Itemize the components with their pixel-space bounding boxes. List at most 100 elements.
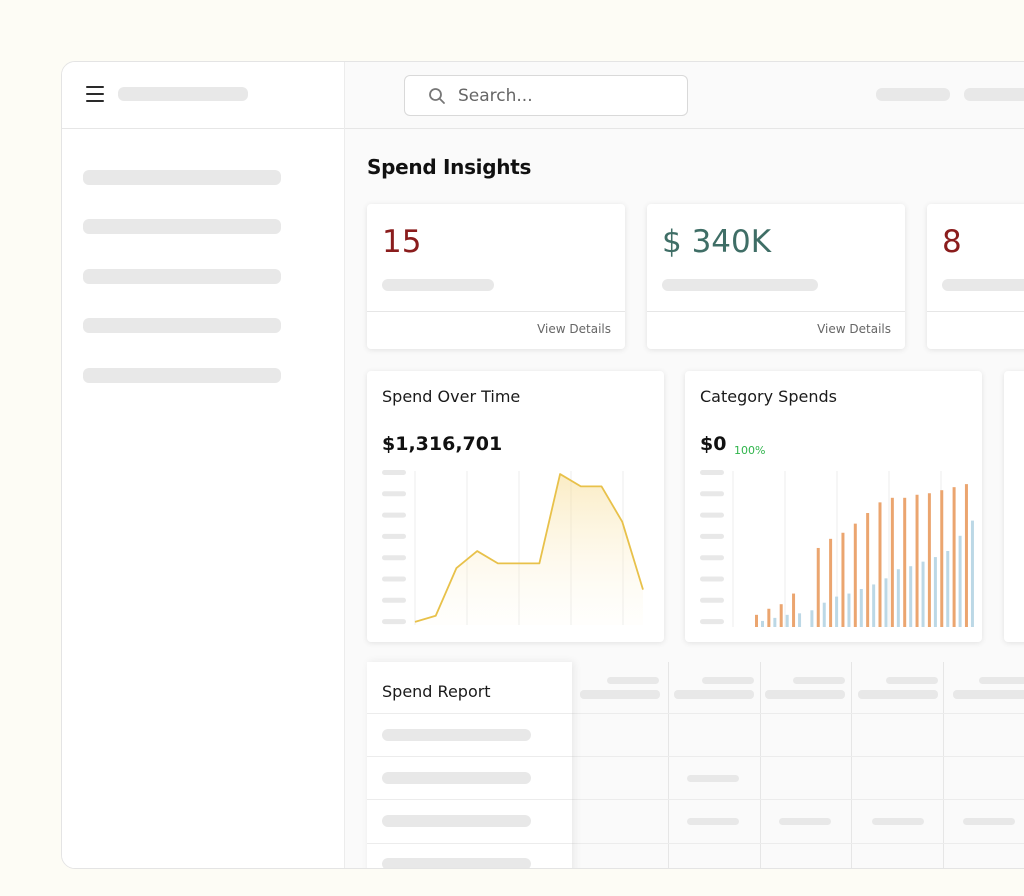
stat-footer: View Details xyxy=(367,311,625,349)
stat-label-placeholder xyxy=(382,279,494,291)
bar-orange xyxy=(927,493,931,627)
view-details-link[interactable]: View Details xyxy=(537,322,611,336)
bar-orange xyxy=(878,502,882,627)
col-divider xyxy=(851,662,852,868)
y-tick-placeholder xyxy=(382,576,406,582)
bar-blue xyxy=(835,596,839,627)
bar-blue xyxy=(946,551,950,627)
chart-total: $1,316,701 xyxy=(382,433,503,455)
row-label-placeholder xyxy=(382,858,531,868)
cell-placeholder xyxy=(687,818,739,825)
third-chart-card xyxy=(1004,371,1024,642)
cell-placeholder xyxy=(963,818,1015,825)
series-line xyxy=(414,473,644,623)
row-divider xyxy=(572,843,1024,844)
y-tick-placeholder xyxy=(700,470,724,475)
bar-blue xyxy=(847,593,851,627)
bar-blue xyxy=(872,584,876,627)
bar-orange xyxy=(952,487,956,627)
header-placeholder xyxy=(765,690,845,699)
bar-orange xyxy=(964,484,968,627)
header-placeholder xyxy=(607,677,659,684)
main-content: Spend Insights 15 View Details $ 340K Vi… xyxy=(345,62,1024,868)
search-icon xyxy=(429,87,445,104)
bar-blue xyxy=(761,620,764,627)
topbar-placeholder-1[interactable] xyxy=(876,88,950,101)
topbar xyxy=(345,62,1024,129)
row-divider xyxy=(572,756,1024,757)
spend-over-time-chart xyxy=(382,470,644,625)
col-divider xyxy=(943,662,944,868)
header-placeholder xyxy=(674,690,754,699)
bar-orange xyxy=(841,532,845,627)
report-title: Spend Report xyxy=(382,682,491,701)
bar-orange xyxy=(767,608,771,627)
bar-orange xyxy=(890,497,894,627)
spend-over-time-card: Spend Over Time $1,316,701 xyxy=(367,371,664,642)
bar-blue xyxy=(822,602,826,627)
sidebar-item-4[interactable] xyxy=(83,318,281,333)
stat-value: 15 xyxy=(382,224,422,260)
col-divider xyxy=(668,662,669,868)
percent-change: 100% xyxy=(734,444,766,457)
table-grid xyxy=(367,662,1024,868)
bar-blue xyxy=(933,557,937,627)
y-tick-placeholder xyxy=(700,533,724,539)
bar-orange xyxy=(779,604,783,627)
search-input[interactable] xyxy=(458,85,658,106)
row-divider xyxy=(367,756,572,757)
bar-orange xyxy=(816,547,820,627)
bar-blue xyxy=(921,561,925,627)
cell-placeholder xyxy=(779,818,831,825)
page-title: Spend Insights xyxy=(367,155,532,179)
sidebar-item-1[interactable] xyxy=(83,170,281,185)
header-placeholder xyxy=(953,690,1024,699)
sidebar-item-5[interactable] xyxy=(83,368,281,383)
topbar-placeholder-2[interactable] xyxy=(964,88,1024,101)
stat-card-3: 8 xyxy=(927,204,1024,349)
header-placeholder xyxy=(886,677,938,684)
bar-orange xyxy=(915,494,919,627)
y-tick-placeholder xyxy=(382,597,406,603)
sidebar-item-2[interactable] xyxy=(83,219,281,234)
report-first-column: Spend Report xyxy=(367,662,572,868)
header-placeholder xyxy=(979,677,1024,684)
bar-blue xyxy=(958,535,962,627)
bar-blue xyxy=(785,614,789,627)
stat-label-placeholder xyxy=(942,279,1024,291)
spend-report-table: Spend Report xyxy=(367,662,1024,868)
row-divider xyxy=(572,799,1024,800)
hamburger-menu-icon[interactable] xyxy=(86,86,104,102)
header-placeholder xyxy=(702,677,754,684)
header-placeholder xyxy=(580,690,660,699)
header-placeholder xyxy=(793,677,845,684)
area-fill xyxy=(415,474,643,625)
view-details-link[interactable]: View Details xyxy=(817,322,891,336)
category-spends-card: Category Spends $0 100% xyxy=(685,371,982,642)
y-tick-placeholder xyxy=(700,597,724,603)
chart-total: $0 xyxy=(700,433,727,455)
stat-footer xyxy=(927,311,1024,349)
stat-label-placeholder xyxy=(662,279,818,291)
cell-placeholder xyxy=(687,775,739,782)
cell-placeholder xyxy=(872,818,924,825)
stat-value: $ 340K xyxy=(662,224,772,260)
y-tick-placeholder xyxy=(382,512,406,518)
bar-orange xyxy=(829,538,833,627)
chart-title: Category Spends xyxy=(700,387,837,406)
bar-orange xyxy=(853,523,857,627)
bar-orange xyxy=(792,593,796,627)
header-placeholder xyxy=(858,690,938,699)
bar-blue xyxy=(884,578,888,627)
bar-blue xyxy=(970,520,974,627)
sidebar-item-3[interactable] xyxy=(83,269,281,284)
sidebar-header xyxy=(62,62,344,129)
bar-blue xyxy=(859,589,863,627)
row-label-placeholder xyxy=(382,772,531,784)
chart-title: Spend Over Time xyxy=(382,387,521,406)
bar-blue xyxy=(773,617,777,627)
bar-orange xyxy=(940,490,944,627)
search-box[interactable] xyxy=(404,75,688,116)
y-tick-placeholder xyxy=(382,619,406,625)
y-tick-placeholder xyxy=(382,470,406,475)
